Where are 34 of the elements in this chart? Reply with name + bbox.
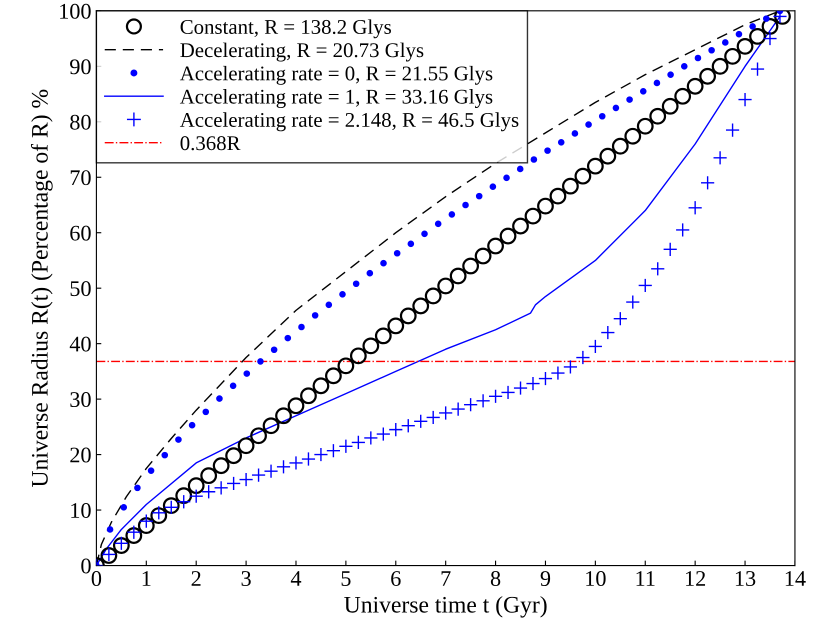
x-tick-label: 7 [442, 571, 451, 586]
y-tick-label: 20 [70, 448, 91, 463]
y-tick-label: 10 [71, 502, 91, 518]
legend-label: Constant, R = 138.2 Glys [180, 19, 391, 38]
y-tick-label: 70 [70, 170, 91, 186]
y-tick-label: 100 [60, 4, 91, 19]
x-tick-label: 13 [736, 571, 756, 586]
y-tick-label: 60 [70, 226, 91, 241]
legend-label: Accelerating rate = 2.148, R = 46.5 Glys [180, 112, 518, 132]
y-tick-label: 50 [70, 281, 91, 296]
y-tick-label: 80 [70, 114, 91, 130]
x-tick-label: 6 [391, 571, 401, 586]
x-axis-title: Universe time t (Gyr) [344, 596, 547, 618]
x-tick-label: 0 [92, 571, 102, 586]
legend-label: Accelerating rate = 0, R = 21.55 Glys [180, 66, 492, 85]
x-tick-label: 3 [242, 571, 251, 586]
y-axis-title: Universe Radius R(t) (Percentage of R) % [30, 90, 53, 488]
x-tick-label: 1 [142, 571, 151, 586]
x-tick-label: 10 [586, 571, 606, 586]
x-tick-label: 9 [540, 571, 550, 586]
y-tick-label: 0 [81, 558, 91, 574]
legend-label: Decelerating, R = 20.73 Glys [180, 42, 424, 62]
y-tick-label: 90 [70, 59, 91, 74]
x-tick-label: 4 [290, 571, 302, 586]
x-tick-label: 8 [490, 571, 500, 586]
y-tick-label: 30 [70, 392, 91, 408]
x-tick-label: 5 [342, 571, 351, 586]
y-tick-label: 40 [70, 336, 91, 352]
legend-label: Accelerating rate = 1, R = 33.16 Glys [180, 89, 492, 108]
x-tick-label: 12 [686, 571, 706, 586]
x-tick-label: 11 [636, 571, 655, 586]
legend-label: 0.368R [180, 136, 240, 150]
x-tick-label: 2 [192, 571, 201, 586]
x-tick-label: 14 [786, 571, 806, 586]
